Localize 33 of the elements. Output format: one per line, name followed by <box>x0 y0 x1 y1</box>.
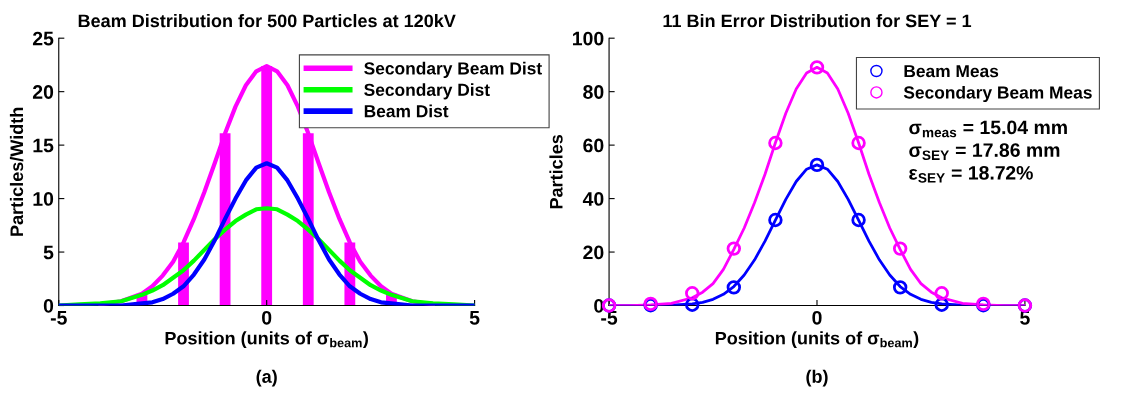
y-tick-label: 20 <box>583 245 604 260</box>
x-tick-label: -5 <box>50 311 67 325</box>
legend-label: Secondary Dist <box>364 83 490 100</box>
y-axis-title: Particles/Width <box>9 107 24 236</box>
y-tick-label: 40 <box>582 192 604 206</box>
y-tick-label: 25 <box>32 31 54 46</box>
y-tick-label: 60 <box>583 138 604 153</box>
x-tick-label: 0 <box>262 310 272 325</box>
annotation: ε$_{SEY}$ = 18.72% <box>909 165 1033 183</box>
chart-title: Beam Distribution for 500 Particles at 120kV <box>78 13 456 28</box>
y-tick-label: 5 <box>43 245 54 260</box>
x-tick-label: -5 <box>601 311 618 325</box>
y-tick-label: 0 <box>43 298 54 313</box>
legend-label: Beam Dist <box>364 104 449 118</box>
legend-label: Secondary Beam Meas <box>903 85 1092 103</box>
x-axis-title: Position (units of σ$_{beam}$) <box>715 331 919 349</box>
annotation: σ$_{SEY}$ = 17.86 mm <box>909 143 1060 161</box>
y-tick-label: 10 <box>33 192 54 206</box>
text: (b) <box>806 369 828 387</box>
y-tick-label: 15 <box>33 138 54 153</box>
x-tick-label: 0 <box>812 310 822 325</box>
y-tick-label: 80 <box>583 85 604 99</box>
chart-title: 11 Bin Error Distribution for SEY = 1 <box>663 13 972 28</box>
legend-label: Beam Meas <box>904 65 999 78</box>
y-tick-label: 20 <box>32 85 54 99</box>
x-tick-label: 5 <box>469 311 480 325</box>
text: (a) <box>256 369 277 387</box>
y-axis-title: Particles <box>549 134 563 209</box>
y-tick-label: 0 <box>594 298 604 313</box>
x-axis-title: Position (units of σ$_{beam}$) <box>165 331 368 349</box>
annotation: σ$_{meas}$ = 15.04 mm <box>909 120 1067 138</box>
y-tick-label: 100 <box>572 31 604 46</box>
legend-label: Secondary Beam Dist <box>364 61 542 79</box>
